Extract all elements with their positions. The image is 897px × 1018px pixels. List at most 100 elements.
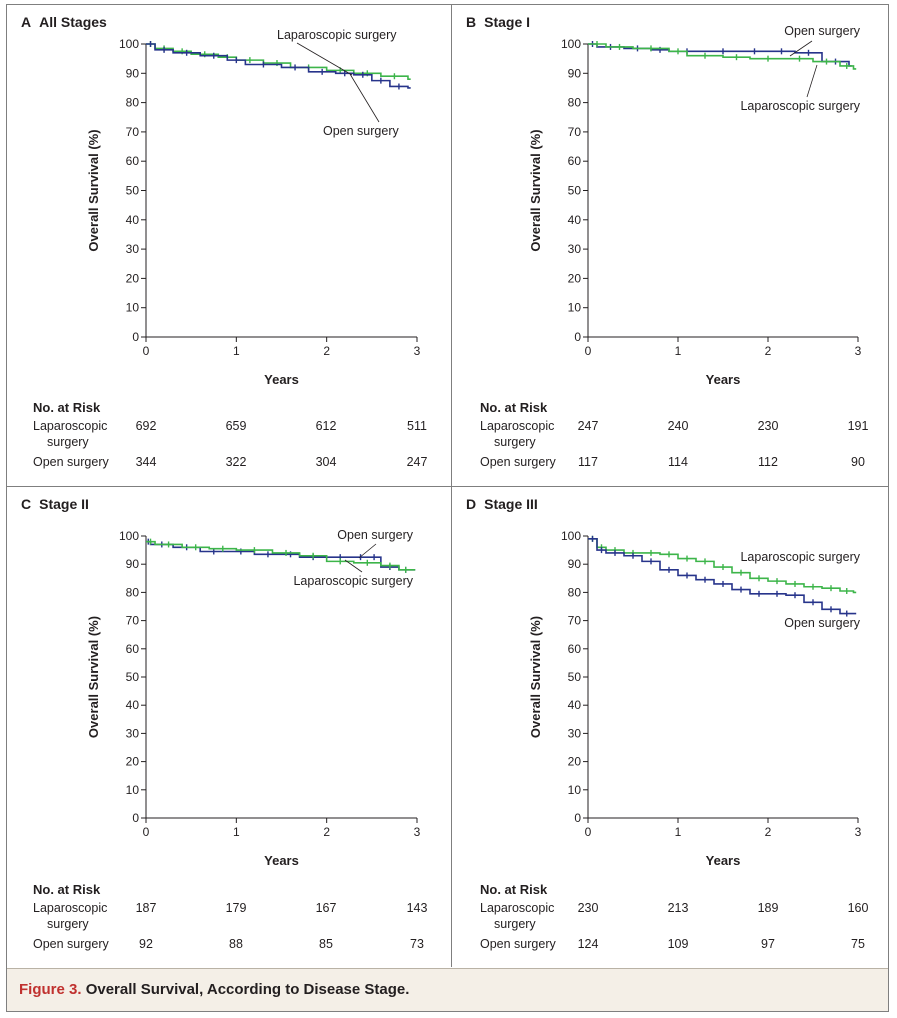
annotation-leader	[349, 73, 380, 123]
figure-frame	[6, 4, 889, 1012]
y-tick-label: 60	[126, 154, 140, 168]
risk-value-laparoscopic: 167	[315, 901, 337, 915]
risk-label-laparoscopic: Laparoscopic surgery	[33, 418, 107, 450]
y-tick-label: 10	[126, 301, 140, 315]
y-tick-label: 0	[132, 811, 139, 825]
x-tick-label: 1	[675, 344, 682, 358]
annotation-leader	[344, 559, 363, 573]
risk-value-laparoscopic: 160	[847, 901, 869, 915]
risk-value-open: 88	[229, 937, 243, 951]
risk-value-laparoscopic: 511	[407, 419, 427, 433]
series-line-laparoscopic-surgery	[146, 43, 411, 80]
x-tick-label: 1	[233, 344, 240, 358]
x-tick-label: 0	[143, 344, 150, 358]
risk-label-line2: surgery	[494, 435, 536, 449]
y-tick-label: 30	[126, 242, 140, 256]
panel-title: D Stage III	[466, 496, 538, 512]
risk-value-laparoscopic: 179	[225, 901, 247, 915]
risk-label-laparoscopic: Laparoscopic surgery	[480, 900, 554, 932]
y-tick-label: 60	[568, 642, 582, 656]
y-tick-label: 90	[126, 66, 140, 80]
y-tick-label: 80	[126, 585, 140, 599]
risk-value-open: 247	[406, 455, 428, 469]
y-tick-label: 20	[568, 755, 582, 769]
series-annotation: Open surgery	[323, 124, 399, 138]
series-annotation: Open surgery	[337, 528, 413, 542]
y-tick-label: 100	[561, 529, 581, 543]
y-tick-label: 40	[126, 213, 140, 227]
risk-value-open: 304	[315, 455, 337, 469]
x-axis-label: Years	[706, 372, 741, 387]
chart-panel-a: A All Stages 0 10 20 30 40 50 60 70 80 90 100 0 1 2 3 Ye…	[7, 5, 448, 483]
risk-label-line1: Laparoscopic	[33, 419, 108, 433]
panel-letter: D	[466, 496, 477, 512]
x-axis-label: Years	[264, 372, 299, 387]
y-axis-label: Overall Survival (%)	[86, 616, 101, 738]
y-tick-label: 90	[126, 557, 140, 571]
y-tick-label: 80	[568, 585, 582, 599]
y-tick-label: 30	[568, 726, 582, 740]
x-tick-label: 2	[765, 825, 772, 839]
risk-label-line2: surgery	[47, 435, 89, 449]
y-axis-label: Overall Survival (%)	[528, 129, 543, 251]
risk-value-laparoscopic: 240	[667, 419, 689, 433]
y-tick-label: 0	[574, 330, 581, 344]
y-tick-label: 0	[132, 330, 139, 344]
risk-value-laparoscopic: 191	[847, 419, 869, 433]
panel-title-text: Stage II	[39, 496, 89, 512]
chart-panel-d: D Stage III 0 10 20 30 40 50 60 70 80 90 100 0 1 2 3 Yea…	[452, 487, 893, 965]
risk-value-laparoscopic: 143	[406, 901, 428, 915]
panel-title: C Stage II	[21, 496, 89, 512]
y-tick-label: 100	[119, 37, 139, 51]
annotation-leader	[806, 64, 818, 98]
y-tick-label: 50	[126, 184, 140, 198]
y-tick-label: 50	[568, 670, 582, 684]
y-tick-label: 60	[568, 154, 582, 168]
risk-value-open: 124	[577, 937, 599, 951]
chart-panel-b: B Stage I 0 10 20 30 40 50 60 70 80 90 100 0 1 2 3 Years…	[452, 5, 893, 483]
figure-caption: Figure 3. Overall Survival, According to…	[7, 968, 888, 1011]
y-tick-label: 20	[568, 271, 582, 285]
series-annotation: Laparoscopic surgery	[293, 574, 413, 588]
chart-panel-c: C Stage II 0 10 20 30 40 50 60 70 80 90 100 0 1 2 3 Year…	[7, 487, 448, 965]
risk-value-open: 112	[758, 455, 778, 469]
risk-value-open: 344	[135, 455, 157, 469]
caption-text: Figure 3. Overall Survival, According to…	[19, 981, 409, 998]
y-tick-label: 10	[568, 783, 582, 797]
series-annotation: Laparoscopic surgery	[277, 28, 397, 42]
panel-title-text: All Stages	[39, 14, 107, 30]
x-tick-label: 0	[585, 825, 592, 839]
y-tick-label: 70	[568, 614, 582, 628]
risk-value-laparoscopic: 247	[577, 419, 599, 433]
y-tick-label: 90	[568, 66, 582, 80]
panel-divider-vertical	[451, 4, 452, 967]
risk-table-title: No. at Risk	[33, 400, 101, 415]
x-tick-label: 2	[323, 825, 330, 839]
y-tick-label: 20	[126, 755, 140, 769]
series-annotation: Laparoscopic surgery	[740, 550, 860, 564]
panel-divider-horizontal	[6, 486, 889, 487]
y-tick-label: 90	[568, 557, 582, 571]
risk-value-laparoscopic: 692	[135, 419, 157, 433]
panel-title: B Stage I	[466, 14, 530, 30]
risk-value-open: 75	[851, 937, 865, 951]
y-tick-label: 100	[561, 37, 581, 51]
x-tick-label: 2	[765, 344, 772, 358]
annotation-leader	[358, 543, 377, 559]
y-tick-label: 100	[119, 529, 139, 543]
risk-value-open: 322	[225, 455, 247, 469]
risk-label-line2: surgery	[494, 917, 536, 931]
y-tick-label: 20	[126, 271, 140, 285]
y-tick-label: 50	[568, 184, 582, 198]
panel-letter: A	[21, 14, 32, 30]
y-tick-label: 70	[568, 125, 582, 139]
risk-value-laparoscopic: 659	[225, 419, 247, 433]
risk-table-title: No. at Risk	[480, 400, 548, 415]
y-tick-label: 40	[568, 698, 582, 712]
risk-label-laparoscopic: Laparoscopic surgery	[480, 418, 554, 450]
y-tick-label: 60	[126, 642, 140, 656]
x-tick-label: 0	[585, 344, 592, 358]
risk-label-open: Open surgery	[480, 455, 556, 469]
risk-value-open: 109	[667, 937, 689, 951]
y-tick-label: 10	[568, 301, 582, 315]
